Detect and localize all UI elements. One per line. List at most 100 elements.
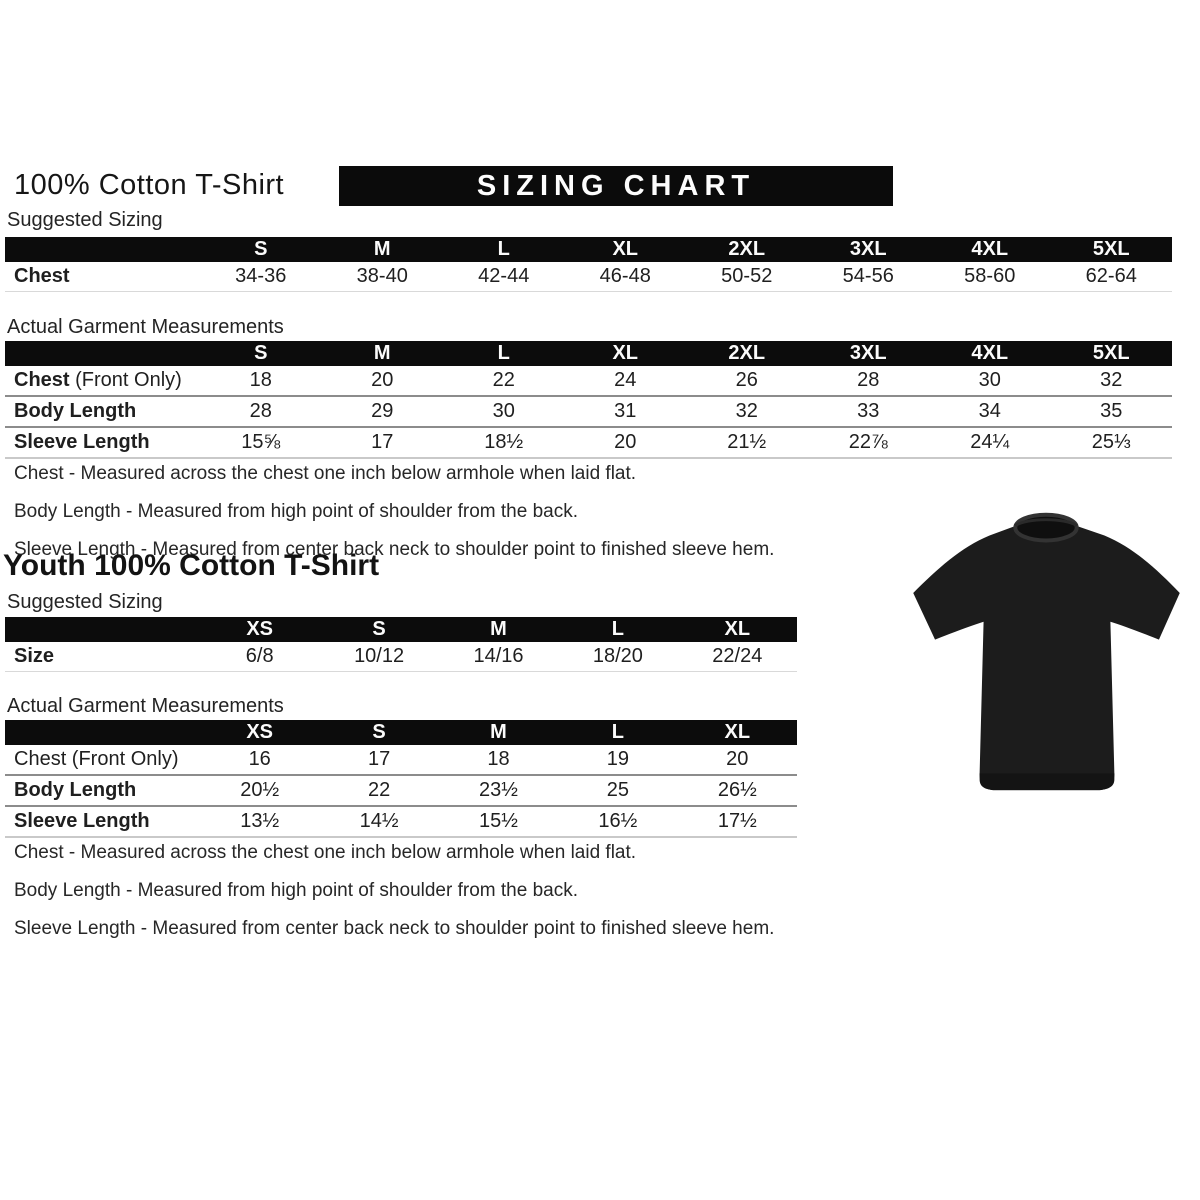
size-row: Size 6/8 10/12 14/16 18/20 22/24 xyxy=(5,642,797,671)
value-cell: 31 xyxy=(614,400,637,422)
col-header-3xl: 3XL xyxy=(849,342,887,364)
youth-section-title: Youth 100% Cotton T-Shirt xyxy=(3,549,380,582)
sizing-chart-banner: SIZING CHART xyxy=(339,166,893,206)
value-cell: 62-64 xyxy=(1085,265,1137,287)
col-header-xs: XS xyxy=(246,618,274,640)
value-cell: 15½ xyxy=(479,810,518,832)
col-header-l: L xyxy=(497,342,510,364)
body-length-note: Body Length - Measured from high point o… xyxy=(14,501,578,522)
value-cell: 22⅞ xyxy=(848,431,888,453)
body-length-row: Body Length 20½ 22 23½ 25 26½ xyxy=(5,774,797,805)
row-label: Body Length xyxy=(14,400,137,422)
col-header-s: S xyxy=(254,342,268,364)
value-cell: 50-52 xyxy=(721,265,773,287)
value-cell: 19 xyxy=(606,748,630,770)
row-label: Chest (Front Only) xyxy=(14,748,179,770)
adult-measurement-notes: Chest - Measured across the chest one in… xyxy=(14,463,774,577)
value-cell: 46-48 xyxy=(599,265,651,287)
tshirt-icon xyxy=(913,512,1180,791)
row-label: Size xyxy=(14,645,55,667)
youth-actual-header-row: XS S M L XL xyxy=(5,720,797,745)
chest-note: Chest - Measured across the chest one in… xyxy=(14,842,637,863)
col-header-xl: XL xyxy=(612,238,639,260)
value-cell: 16½ xyxy=(598,810,638,832)
value-cell: 22/24 xyxy=(712,645,763,667)
value-cell: 17 xyxy=(371,431,394,453)
value-cell: 34-36 xyxy=(235,265,287,287)
value-cell: 6/8 xyxy=(245,645,274,667)
value-cell: 14½ xyxy=(359,810,399,832)
black-tshirt-image xyxy=(897,486,1195,808)
value-cell: 58-60 xyxy=(964,265,1016,287)
value-cell: 28 xyxy=(857,369,880,391)
value-cell: 17½ xyxy=(717,810,757,832)
youth-actual-label: Actual Garment Measurements xyxy=(7,695,284,717)
row-label: Body Length xyxy=(14,779,137,801)
col-header-4xl: 4XL xyxy=(971,238,1009,260)
value-cell: 13½ xyxy=(240,810,280,832)
adult-suggested-table: S M L XL 2XL 3XL 4XL 5XL Chest 34-36 38-… xyxy=(5,237,1172,292)
adult-actual-label: Actual Garment Measurements xyxy=(7,316,284,338)
value-cell: 24¼ xyxy=(970,431,1010,453)
value-cell: 20 xyxy=(614,431,637,453)
col-header-m: M xyxy=(373,342,391,364)
sleeve-length-note: Sleeve Length - Measured from center bac… xyxy=(14,918,775,939)
value-cell: 30 xyxy=(492,400,515,422)
value-cell: 15⅝ xyxy=(241,431,281,453)
col-header-3xl: 3XL xyxy=(849,238,887,260)
row-label: Sleeve Length xyxy=(14,810,150,832)
chest-range-row: Chest 34-36 38-40 42-44 46-48 50-52 54-5… xyxy=(5,262,1172,291)
col-header-s: S xyxy=(372,618,386,640)
col-header-xl: XL xyxy=(724,721,751,743)
value-cell: 54-56 xyxy=(842,265,894,287)
page-header: 100% Cotton T-Shirt SIZING CHART xyxy=(0,166,1200,206)
value-cell: 20½ xyxy=(240,779,280,801)
value-cell: 18/20 xyxy=(592,645,643,667)
adult-suggested-label: Suggested Sizing xyxy=(7,209,163,231)
sleeve-length-row: Sleeve Length 13½ 14½ 15½ 16½ 17½ xyxy=(5,805,797,836)
adult-actual-table: S M L XL 2XL 3XL 4XL 5XL Chest (Front On… xyxy=(5,341,1172,459)
col-header-5xl: 5XL xyxy=(1092,342,1130,364)
value-cell: 10/12 xyxy=(354,645,405,667)
chest-note: Chest - Measured across the chest one in… xyxy=(14,463,637,484)
value-cell: 34 xyxy=(978,400,1001,422)
page-title: 100% Cotton T-Shirt xyxy=(14,169,285,201)
value-cell: 23½ xyxy=(479,779,518,801)
value-cell: 18½ xyxy=(484,431,524,453)
value-cell: 20 xyxy=(371,369,394,391)
col-header-xl: XL xyxy=(612,342,639,364)
col-header-s: S xyxy=(254,238,268,260)
value-cell: 35 xyxy=(1100,400,1123,422)
value-cell: 22 xyxy=(367,779,391,801)
adult-actual-header-row: S M L XL 2XL 3XL 4XL 5XL xyxy=(5,341,1172,366)
body-length-note: Body Length - Measured from high point o… xyxy=(14,880,578,901)
youth-measurement-notes: Chest - Measured across the chest one in… xyxy=(14,842,774,956)
col-header-s: S xyxy=(372,721,386,743)
value-cell: 26½ xyxy=(717,779,757,801)
value-cell: 17 xyxy=(367,748,391,770)
value-cell: 26 xyxy=(735,369,758,391)
row-label: Sleeve Length xyxy=(14,431,150,453)
col-header-4xl: 4XL xyxy=(971,342,1009,364)
value-cell: 32 xyxy=(1100,369,1123,391)
value-cell: 18 xyxy=(249,369,272,391)
col-header-m: M xyxy=(373,238,391,260)
youth-suggested-label: Suggested Sizing xyxy=(7,591,163,613)
col-header-xs: XS xyxy=(246,721,274,743)
value-cell: 24 xyxy=(614,369,637,391)
body-length-row: Body Length 28 29 30 31 32 33 34 35 xyxy=(5,395,1172,426)
col-header-l: L xyxy=(611,618,624,640)
col-header-l: L xyxy=(497,238,510,260)
col-header-2xl: 2XL xyxy=(728,342,766,364)
value-cell: 25 xyxy=(606,779,630,801)
sleeve-length-row: Sleeve Length 15⅝ 17 18½ 20 21½ 22⅞ 24¼ … xyxy=(5,426,1172,457)
value-cell: 42-44 xyxy=(478,265,530,287)
value-cell: 18 xyxy=(487,748,510,770)
value-cell: 29 xyxy=(371,400,394,422)
value-cell: 32 xyxy=(735,400,758,422)
sleeve-length-note: Sleeve Length - Measured from center bac… xyxy=(14,539,775,560)
value-cell: 25⅓ xyxy=(1091,431,1131,453)
col-header-m: M xyxy=(490,618,507,640)
chest-row: Chest (Front Only) 18 20 22 24 26 28 30 … xyxy=(5,366,1172,395)
youth-suggested-header-row: XS S M L XL xyxy=(5,617,797,642)
